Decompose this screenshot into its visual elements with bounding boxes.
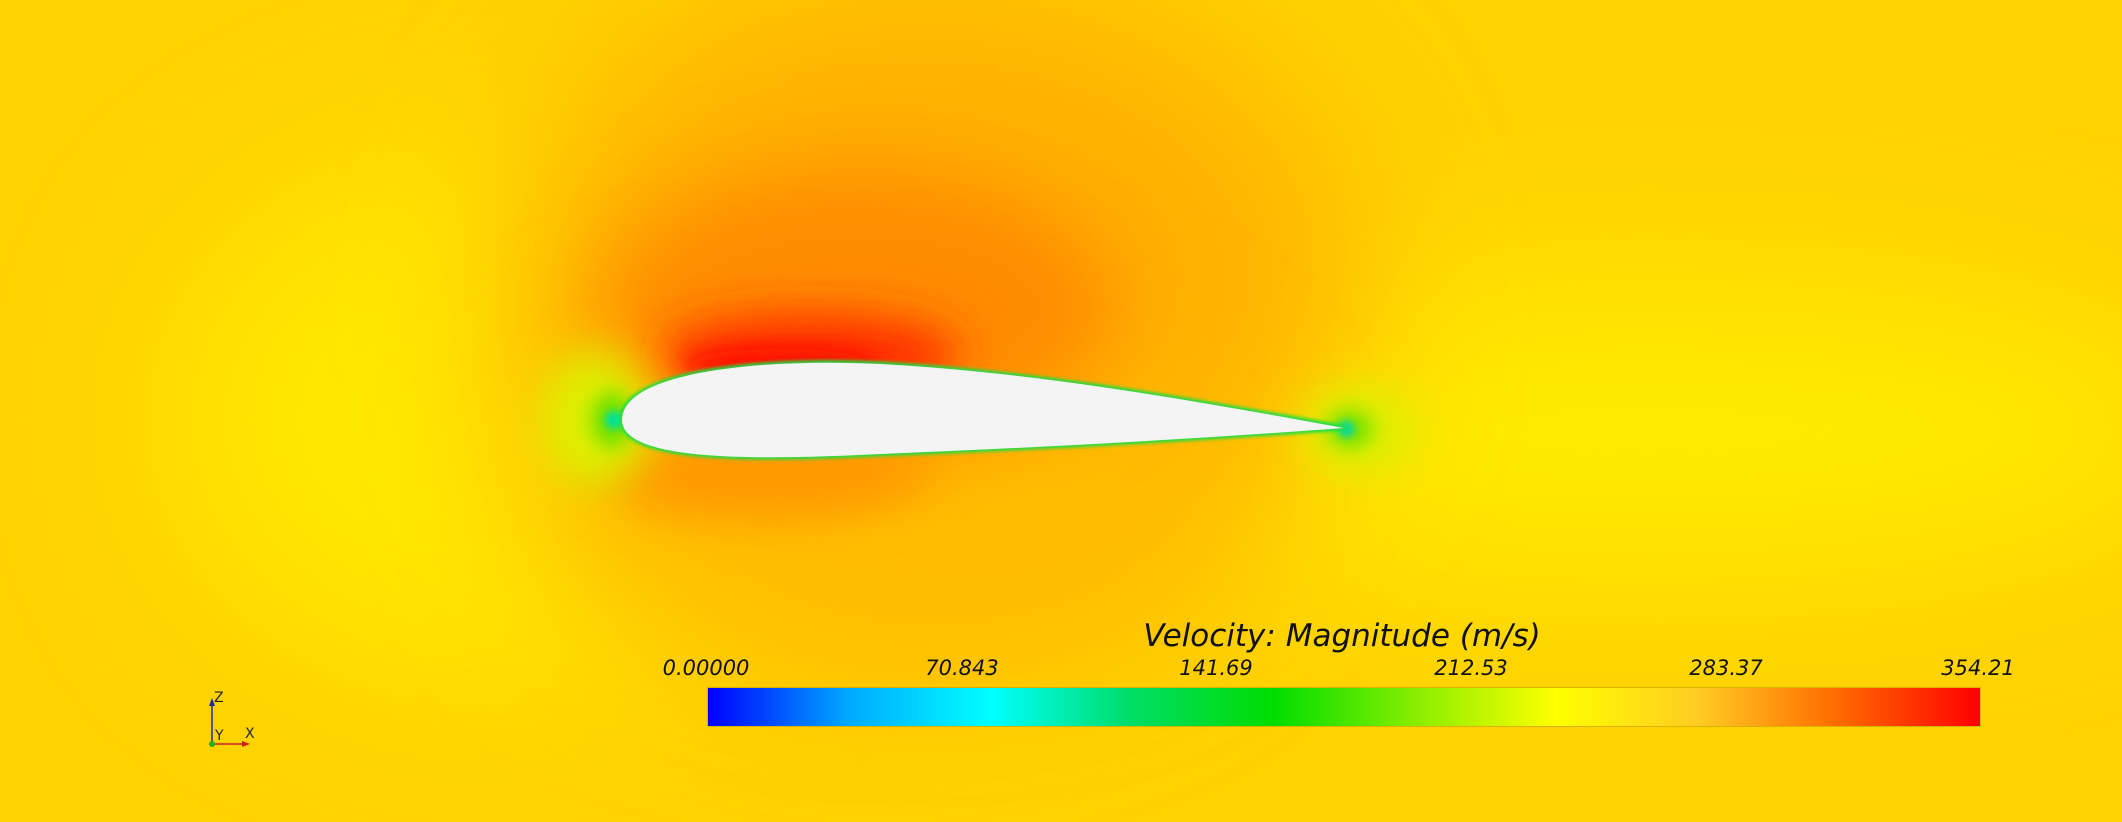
legend-tick-1: 70.843	[925, 656, 999, 680]
x-arrowhead-icon	[242, 741, 250, 747]
z-arrowhead-icon	[209, 698, 215, 706]
triad-label-z: Z	[214, 690, 224, 706]
legend-tick-3: 212.53	[1434, 656, 1508, 680]
legend-tick-2: 141.69	[1179, 656, 1253, 680]
velocity-legend: Velocity: Magnitude (m/s) 0.00000 70.843…	[660, 618, 2024, 738]
legend-tick-4: 283.37	[1689, 656, 1763, 680]
legend-tick-0: 0.00000	[662, 656, 750, 680]
legend-tick-5: 354.21	[1941, 656, 2015, 680]
legend-color-bar	[708, 688, 1980, 726]
airfoil	[622, 362, 1344, 458]
triad-label-y: Y	[214, 728, 224, 744]
y-axis-dot-icon	[209, 741, 215, 747]
leading-edge-stagnation	[605, 411, 623, 429]
axis-triad: Z Y X	[209, 690, 255, 747]
legend-title: Velocity: Magnitude (m/s)	[1143, 618, 1541, 654]
triad-label-x: X	[245, 726, 255, 742]
wake-slow-lobe	[1090, 280, 2122, 580]
